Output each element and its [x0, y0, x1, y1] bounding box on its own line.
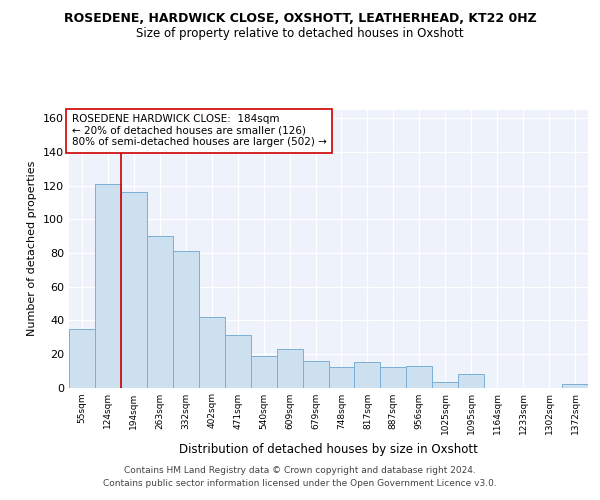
Text: Contains HM Land Registry data © Crown copyright and database right 2024.
Contai: Contains HM Land Registry data © Crown c…	[103, 466, 497, 487]
Bar	[355, 362, 380, 388]
Bar	[121, 192, 147, 388]
Bar	[380, 368, 406, 388]
Bar	[173, 252, 199, 388]
Text: Size of property relative to detached houses in Oxshott: Size of property relative to detached ho…	[136, 28, 464, 40]
X-axis label: Distribution of detached houses by size in Oxshott: Distribution of detached houses by size …	[179, 443, 478, 456]
Bar	[147, 236, 173, 388]
Bar	[199, 317, 224, 388]
Text: ROSEDENE, HARDWICK CLOSE, OXSHOTT, LEATHERHEAD, KT22 0HZ: ROSEDENE, HARDWICK CLOSE, OXSHOTT, LEATH…	[64, 12, 536, 26]
Y-axis label: Number of detached properties: Number of detached properties	[28, 161, 37, 336]
Bar	[95, 184, 121, 388]
Bar	[251, 356, 277, 388]
Bar	[406, 366, 432, 388]
Bar	[458, 374, 484, 388]
Bar	[562, 384, 588, 388]
Bar	[329, 368, 355, 388]
Text: ROSEDENE HARDWICK CLOSE:  184sqm
← 20% of detached houses are smaller (126)
80% : ROSEDENE HARDWICK CLOSE: 184sqm ← 20% of…	[71, 114, 326, 148]
Bar	[302, 360, 329, 388]
Bar	[433, 382, 458, 388]
Bar	[225, 336, 251, 388]
Bar	[69, 328, 95, 388]
Bar	[277, 349, 302, 388]
